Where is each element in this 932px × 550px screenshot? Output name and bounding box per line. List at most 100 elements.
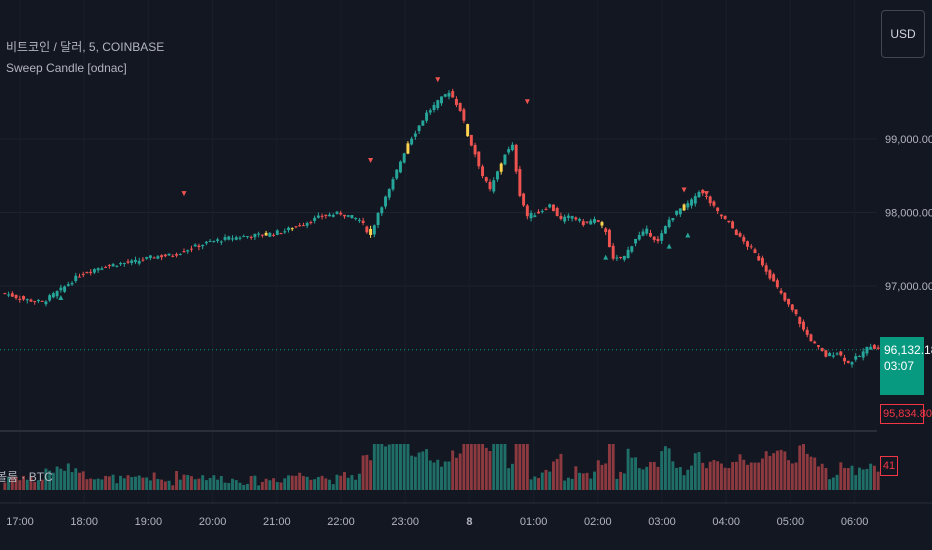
volume-bar (432, 462, 436, 490)
candle-body (820, 348, 824, 351)
volume-bar (719, 463, 723, 490)
candle-body (96, 268, 100, 271)
volume-bar (585, 472, 589, 490)
time-axis[interactable]: 17:00 18:00 19:00 20:00 21:00 22:00 23:00 8 01:0… (6, 516, 868, 528)
sweep-markers (58, 77, 709, 301)
candle-body (746, 241, 749, 247)
volume-bar (869, 463, 873, 490)
volume-bar (790, 463, 794, 490)
volume-bar (391, 444, 395, 490)
time-tick-label: 8 (466, 516, 472, 528)
candle-body (787, 298, 791, 305)
volume-bar (18, 480, 22, 490)
candle-body (339, 212, 343, 215)
volume-bar (537, 477, 540, 490)
volume-bar (223, 482, 227, 490)
volume-bar (156, 479, 160, 490)
candle-body (772, 274, 776, 282)
candle-body (656, 238, 660, 242)
volume-bar (824, 467, 828, 490)
candle-body (231, 238, 234, 240)
candle-body (622, 255, 626, 260)
volume-bar (406, 444, 410, 490)
candle-body (537, 211, 540, 214)
candle-body (369, 228, 373, 235)
volume-bar (51, 472, 55, 490)
candle-body (790, 304, 794, 310)
volume-bar (544, 469, 548, 490)
candle-body (645, 228, 649, 234)
volume-bar (581, 473, 585, 490)
candle-body (630, 246, 634, 252)
volume-bar (264, 478, 268, 490)
candle-body (175, 254, 178, 256)
candle-body (440, 96, 443, 104)
candle-body (141, 259, 145, 261)
volume-bar (301, 476, 305, 490)
volume-bar (380, 444, 384, 490)
candle-body (294, 226, 298, 228)
volume-bar (81, 471, 85, 490)
candle-body (298, 225, 302, 227)
volume-bar (794, 462, 798, 490)
volume-bar (66, 463, 70, 490)
volume-bar (746, 464, 749, 490)
volume-bar (462, 444, 466, 490)
volume-bar (503, 444, 507, 490)
candle-body (589, 220, 593, 225)
candle-body (533, 215, 537, 218)
candle-body (566, 215, 570, 218)
candle-body (48, 295, 52, 301)
candle-body (447, 92, 451, 97)
candle-body (335, 211, 339, 214)
candle-body (559, 215, 563, 219)
candle-body (585, 221, 589, 223)
volume-bar (667, 448, 671, 490)
volume-bar (518, 444, 522, 490)
volume-bar (473, 444, 477, 490)
volume-bar (376, 444, 380, 490)
grid (0, 138, 877, 287)
sweep-low-marker (685, 232, 691, 238)
volume-bar (339, 475, 343, 490)
candle-body (245, 236, 249, 238)
volume-bar (727, 468, 731, 490)
volume-bar (275, 482, 279, 490)
volume-bar (369, 460, 373, 490)
volume-bar (533, 476, 537, 490)
volume-bar (645, 466, 649, 490)
volume-legend[interactable]: 볼륨 · BTC (0, 470, 53, 484)
volume-bar (331, 484, 335, 490)
sweep-high-marker (681, 187, 687, 193)
volume-bar (189, 476, 193, 490)
volume-bar (283, 478, 287, 490)
volume-bar (671, 461, 675, 490)
volume-bar (742, 459, 746, 490)
candle-body (846, 360, 850, 363)
volume-bar (63, 470, 67, 490)
candle-body (391, 179, 395, 190)
candle-body (544, 208, 548, 210)
candle-body (171, 255, 175, 257)
candle-body (324, 214, 328, 217)
candle-body (675, 210, 679, 215)
currency-button[interactable]: USD (881, 10, 925, 58)
candle-body (253, 233, 257, 238)
volume-bar (697, 451, 701, 490)
indicator-legend[interactable]: Sweep Candle [odnac] (6, 61, 127, 75)
volume-bar (316, 476, 320, 490)
symbol-legend[interactable]: 비트코인 / 달러, 5, COINBASE (6, 40, 165, 54)
candle-body (660, 233, 664, 241)
candle-body (163, 254, 167, 257)
candle-body (204, 241, 208, 244)
volume-bar (488, 451, 492, 490)
candle-body (760, 257, 764, 266)
candle-body (361, 220, 365, 224)
candle-body (290, 228, 294, 230)
volume-bar (454, 457, 458, 490)
candle-body (85, 272, 89, 274)
volume-bar (525, 444, 529, 490)
candle-body (410, 138, 414, 145)
price-axis[interactable]: 99,000.00 98,000.00 97,000.00 (885, 134, 932, 293)
